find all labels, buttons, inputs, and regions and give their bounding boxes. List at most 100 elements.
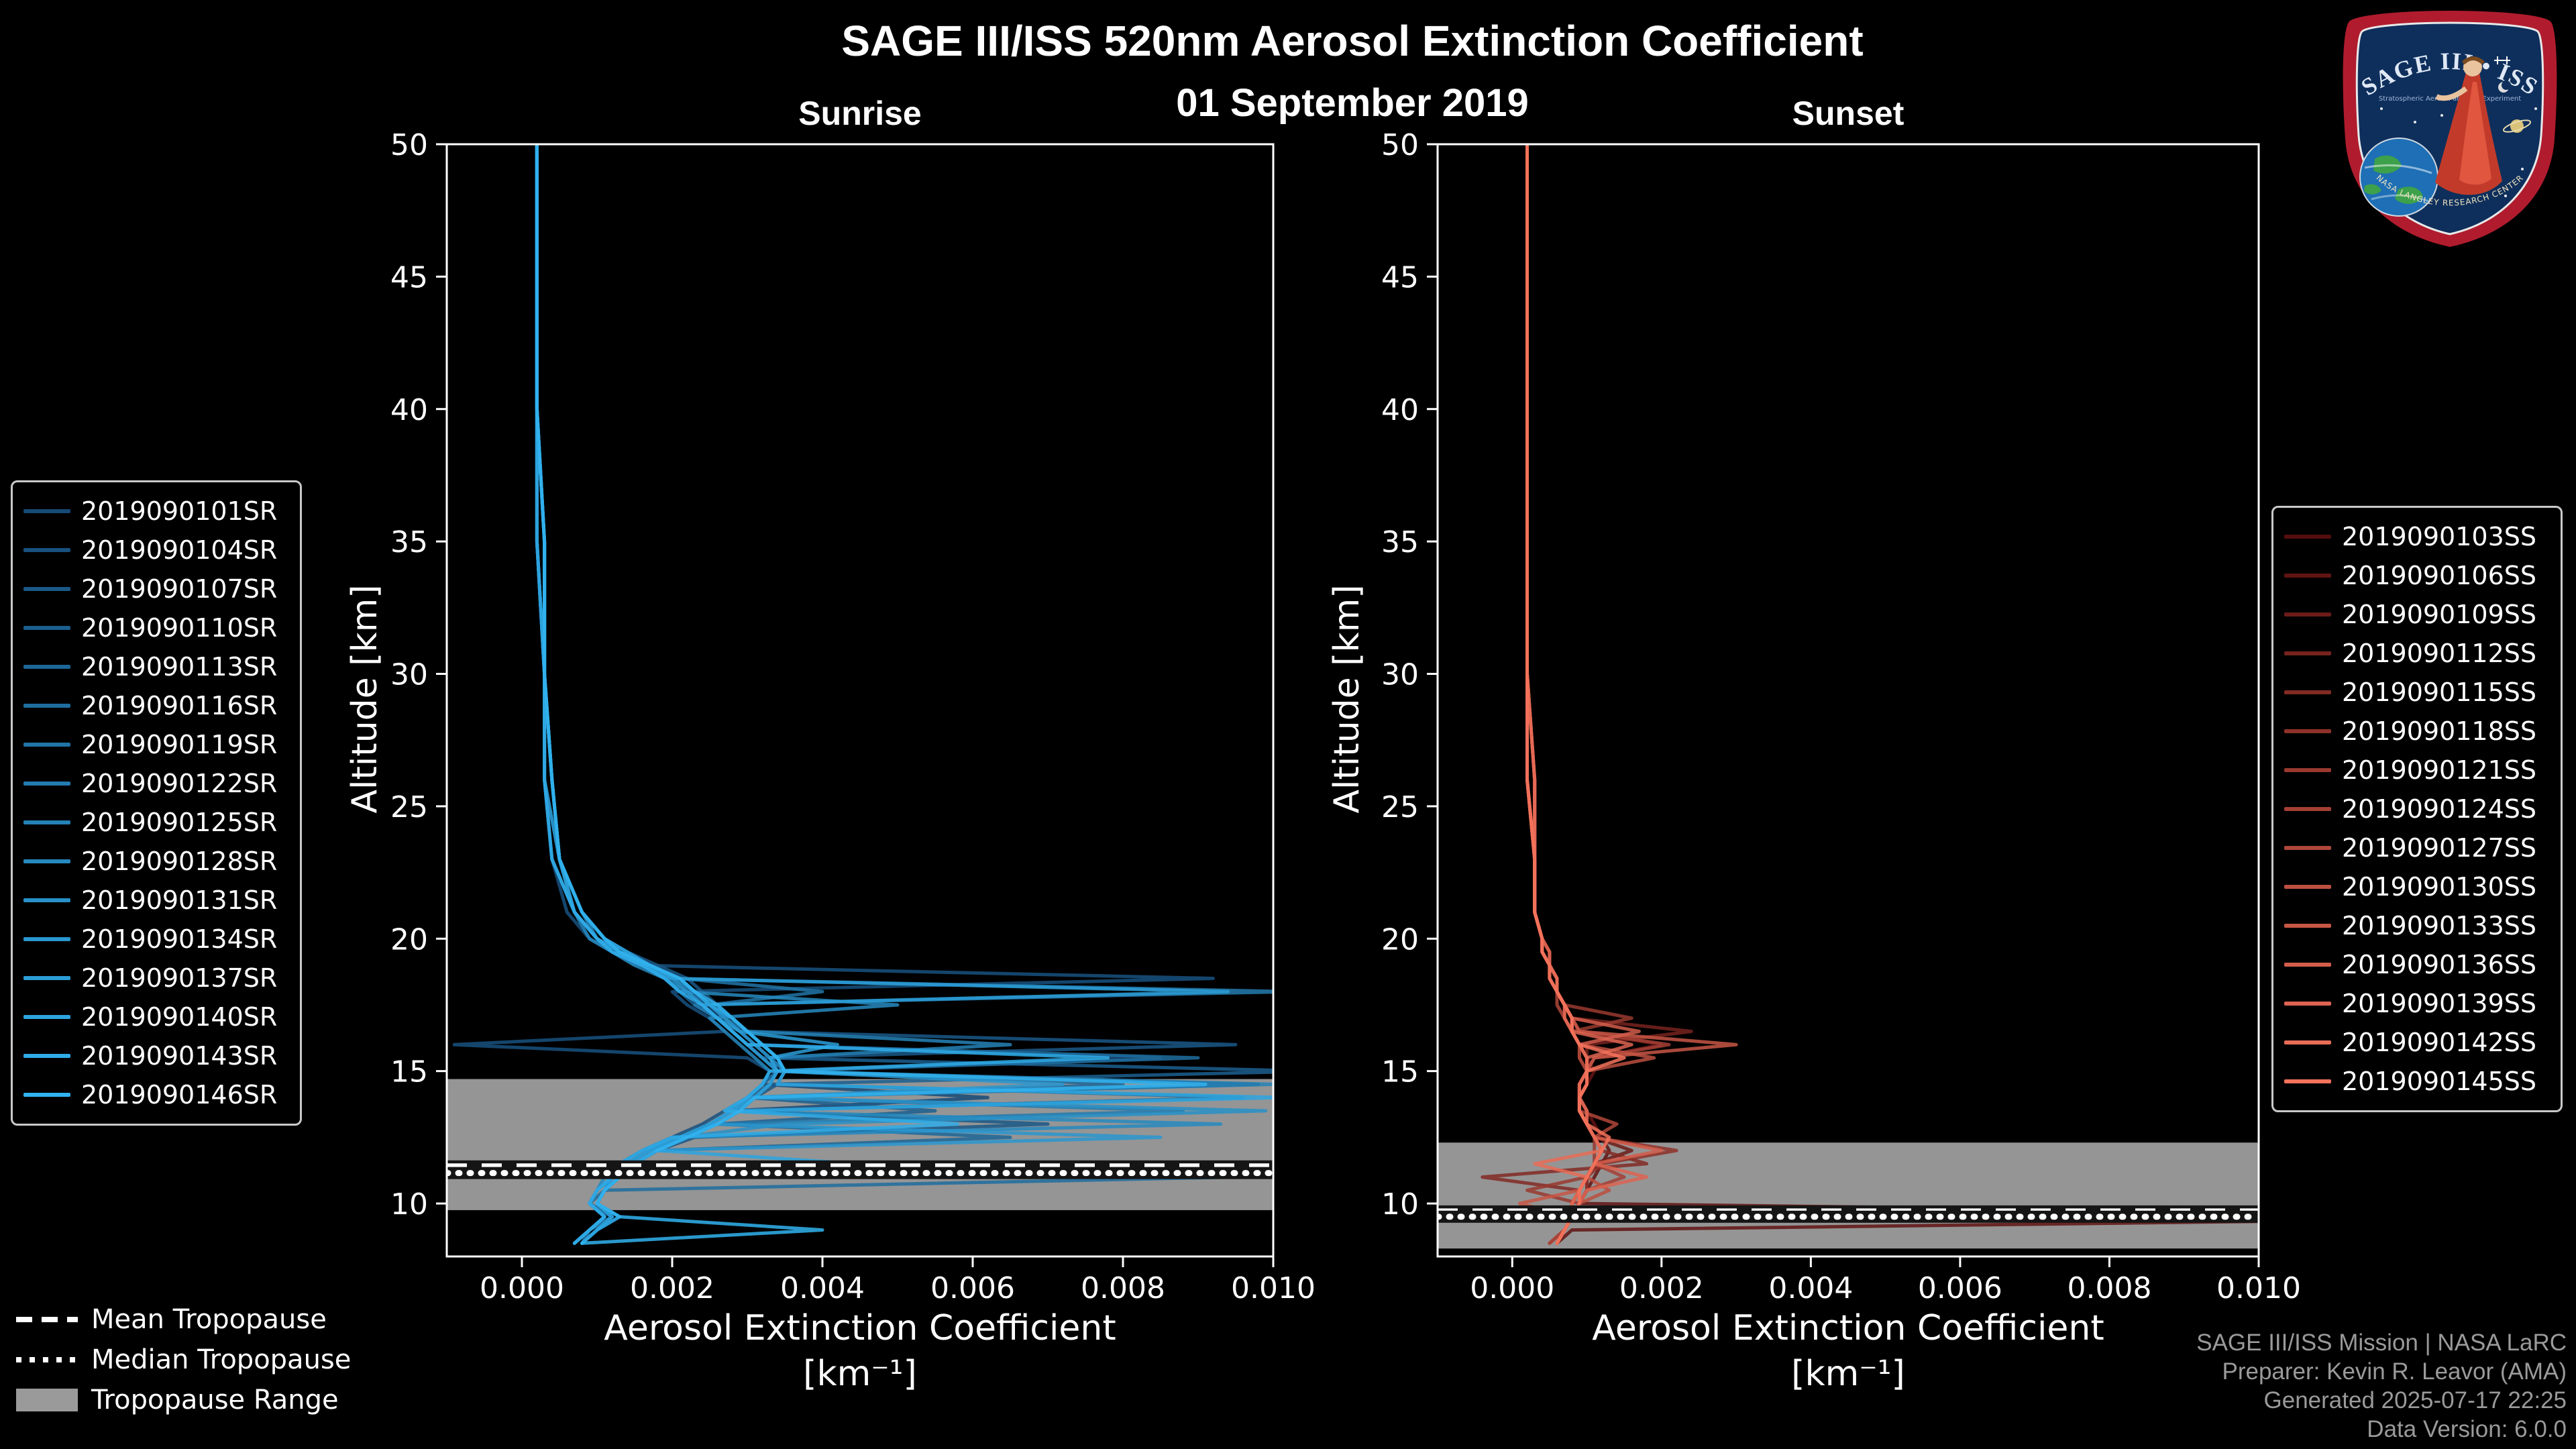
legend-label: 2019090143SR <box>81 1041 278 1071</box>
legend-item: 2019090128SR <box>23 842 289 881</box>
sunrise-ytick-label: 50 <box>390 128 428 162</box>
legend-label: 2019090125SR <box>81 808 278 837</box>
sunset-xaxis-units: [km⁻¹] <box>1791 1354 1905 1394</box>
sunset-ytick-label: 25 <box>1381 790 1419 824</box>
legend-line-swatch <box>2284 807 2331 811</box>
legend-label: 2019090101SR <box>81 496 278 526</box>
legend-label: 2019090140SR <box>81 1002 278 1032</box>
legend-item: 2019090106SS <box>2284 556 2550 595</box>
legend-line-swatch <box>23 743 70 747</box>
legend-item: 2019090143SR <box>23 1036 289 1075</box>
legend-line-swatch <box>2284 574 2331 578</box>
sunrise-xtick-label: 0.004 <box>780 1271 865 1305</box>
sunset-ytick-label: 35 <box>1381 525 1419 559</box>
legend-label: 2019090115SS <box>2342 678 2537 707</box>
legend-line-swatch <box>23 626 70 630</box>
attribution-line: Preparer: Kevin R. Leavor (AMA) <box>2222 1358 2567 1385</box>
legend-item: 2019090104SR <box>23 531 289 570</box>
legend-line-swatch <box>2284 651 2331 655</box>
sunrise-yaxis-label: Altitude [km] <box>345 584 385 814</box>
sunset-xaxis-label: Aerosol Extinction Coefficient <box>1592 1308 2104 1348</box>
tropopause-legend-label: Mean Tropopause <box>91 1304 327 1335</box>
legend-item: 2019090122SR <box>23 764 289 803</box>
legend-label: 2019090145SS <box>2342 1067 2537 1096</box>
legend-line-swatch <box>23 665 70 669</box>
legend-item: 2019090145SS <box>2284 1062 2550 1101</box>
attribution-line: Generated 2025-07-17 22:25 <box>2263 1387 2567 1413</box>
legend-line-swatch <box>23 509 70 513</box>
legend-label: 2019090104SR <box>81 535 278 565</box>
legend-label: 2019090139SS <box>2342 989 2537 1018</box>
legend-item: 2019090113SR <box>23 647 289 686</box>
legend-item: 2019090121SS <box>2284 751 2550 790</box>
sunrise-xtick-label: 0.008 <box>1081 1271 1165 1305</box>
sunset-ytick-label: 10 <box>1381 1187 1419 1222</box>
legend-item: 2019090112SS <box>2284 634 2550 673</box>
legend-item: 2019090140SR <box>23 998 289 1036</box>
sunset-xtick-label: 0.004 <box>1768 1271 1853 1305</box>
legend-line-swatch <box>23 898 70 902</box>
sunset-xtick-label: 0.010 <box>2216 1271 2301 1305</box>
sunset-ytick-label: 45 <box>1381 260 1419 294</box>
legend-label: 2019090136SS <box>2342 950 2537 979</box>
sunrise-xaxis-label: Aerosol Extinction Coefficient <box>604 1308 1116 1348</box>
sunrise-panel-title: Sunrise <box>798 95 922 132</box>
legend-line-swatch <box>2284 690 2331 694</box>
legend-line-swatch <box>23 1054 70 1058</box>
legend-line-swatch <box>2284 885 2331 889</box>
sunset-xtick-label: 0.002 <box>1619 1271 1704 1305</box>
legend-line-swatch <box>23 704 70 708</box>
legend-line-swatch <box>23 1093 70 1097</box>
legend-line-swatch <box>2284 768 2331 772</box>
attribution-line: Data Version: 6.0.0 <box>2367 1416 2567 1442</box>
sunrise-ytick-label: 30 <box>390 658 428 692</box>
sunrise-ytick-label: 25 <box>390 790 428 824</box>
sunset-ytick-label: 15 <box>1381 1055 1419 1089</box>
legend-item: 2019090142SS <box>2284 1023 2550 1062</box>
legend-item: 2019090103SS <box>2284 517 2550 556</box>
legend-item: 2019090110SR <box>23 608 289 647</box>
legend-item: 2019090107SR <box>23 570 289 608</box>
legend-line-swatch <box>23 548 70 552</box>
legend-label: 2019090124SS <box>2342 794 2537 824</box>
legend-item: 2019090137SR <box>23 959 289 998</box>
legend-line-swatch <box>23 937 70 941</box>
sunrise-chart: 0.000 0.002 0.004 0.006 0.008 0.010 50 45 40 35 30… <box>390 128 1316 1305</box>
tropopause-legend-item: Median Tropopause <box>16 1344 351 1375</box>
legend-line-swatch <box>23 820 70 824</box>
sunset-plot-area: 0.000 0.002 0.004 0.006 0.008 0.010 50 45 40 35 30… <box>1381 128 2301 1305</box>
sunset-legend: 2019090103SS 2019090106SS 2019090109SS 2019… <box>2271 506 2563 1112</box>
sunrise-ytick-label: 40 <box>390 393 428 427</box>
sunset-chart: 0.000 0.002 0.004 0.006 0.008 0.010 50 45 40 35 30… <box>1381 128 2301 1305</box>
legend-line-swatch <box>2284 1002 2331 1006</box>
tropopause-legend-label: Median Tropopause <box>91 1344 352 1375</box>
legend-line-swatch <box>23 859 70 863</box>
sunset-ytick-label: 40 <box>1381 393 1419 427</box>
tropopause-legend: Mean Tropopause Median Tropopause Tropopau… <box>16 1304 351 1415</box>
tropopause-legend-item: Tropopause Range <box>16 1385 351 1415</box>
legend-item: 2019090125SR <box>23 803 289 842</box>
legend-label: 2019090107SR <box>81 574 278 604</box>
legend-item: 2019090118SS <box>2284 712 2550 751</box>
legend-label: 2019090137SR <box>81 963 278 993</box>
legend-label: 2019090113SR <box>81 652 278 682</box>
legend-label: 2019090118SS <box>2342 716 2537 746</box>
legend-label: 2019090119SR <box>81 730 278 759</box>
legend-label: 2019090110SR <box>81 613 278 643</box>
sunset-plot-border <box>1436 143 2260 1258</box>
sunrise-xtick-label: 0.000 <box>480 1271 564 1305</box>
legend-line-swatch <box>2284 1079 2331 1083</box>
legend-line-swatch <box>23 782 70 786</box>
legend-item: 2019090109SS <box>2284 595 2550 634</box>
sunrise-ytick-label: 10 <box>390 1187 428 1222</box>
legend-item: 2019090116SR <box>23 686 289 725</box>
sunrise-xtick-label: 0.010 <box>1231 1271 1316 1305</box>
legend-label: 2019090116SR <box>81 691 278 720</box>
sunrise-xtick-label: 0.006 <box>930 1271 1015 1305</box>
sunrise-plot-border <box>445 143 1275 1258</box>
legend-label: 2019090112SS <box>2342 639 2537 668</box>
legend-item: 2019090130SS <box>2284 867 2550 906</box>
legend-item: 2019090146SR <box>23 1075 289 1114</box>
mission-patch-icon: SAGE III • ISS Stratospheric Aerosol and… <box>2343 11 2557 247</box>
